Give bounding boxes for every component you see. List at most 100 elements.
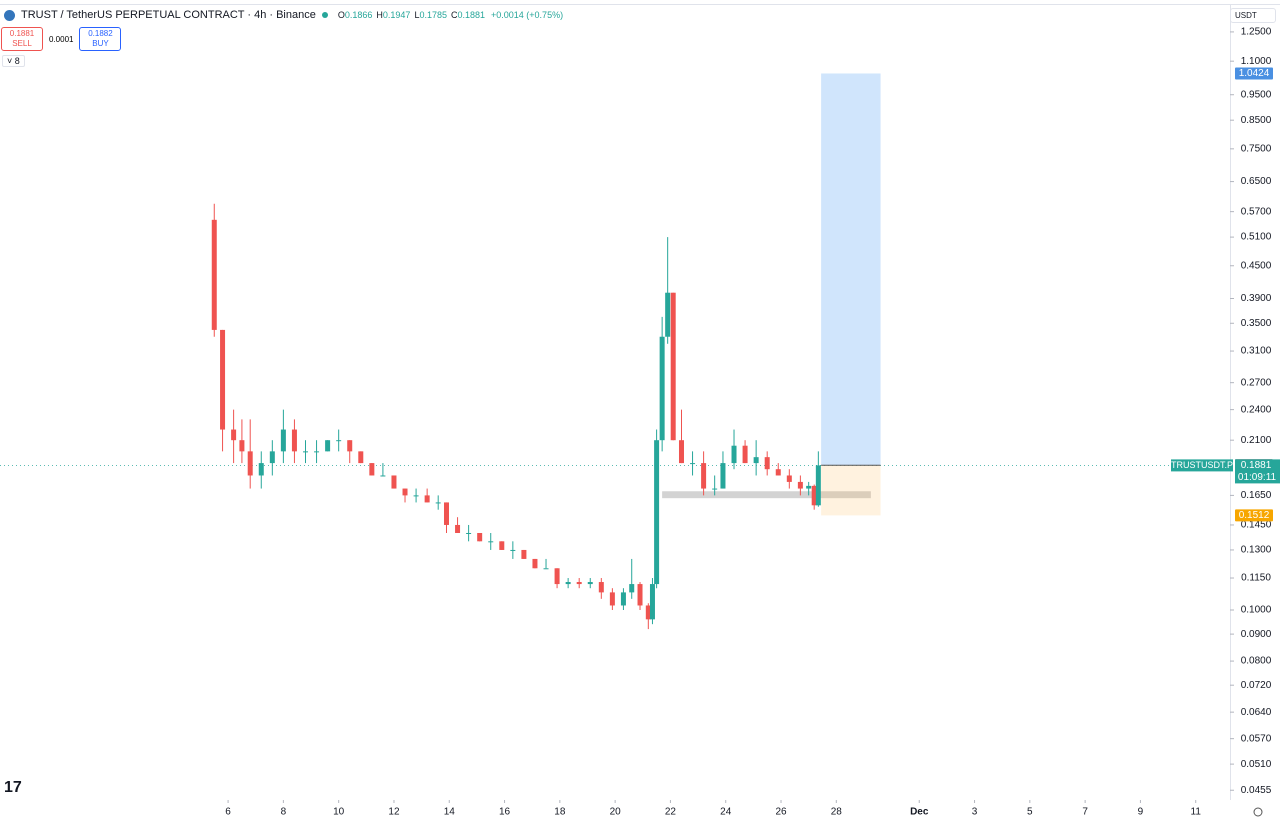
support-zone xyxy=(662,491,871,499)
market-status xyxy=(321,12,328,18)
candle-body xyxy=(336,440,342,442)
candle-body xyxy=(211,219,217,330)
y-tick-label: 0.2100 xyxy=(1241,435,1272,446)
symbol-tag-bg xyxy=(1171,459,1233,472)
y-tick-label: 0.3100 xyxy=(1241,346,1272,357)
target-zone xyxy=(821,73,881,466)
candle-body xyxy=(654,440,660,585)
ohlc-key: C xyxy=(450,10,458,20)
candle-body xyxy=(269,451,275,464)
y-tick-label: 0.1450 xyxy=(1241,520,1272,531)
candle-body xyxy=(797,481,803,489)
target-tag-bg xyxy=(1235,67,1273,80)
candle-body xyxy=(587,582,593,585)
x-tick-label: 24 xyxy=(720,807,732,818)
candle-body xyxy=(302,451,308,453)
candle-body xyxy=(620,592,626,606)
y-tick-label: 0.3500 xyxy=(1241,318,1272,329)
candle-body xyxy=(380,475,386,477)
candle-body xyxy=(443,502,449,525)
ohlc-key: L xyxy=(414,10,420,20)
ohlc-key: O xyxy=(337,10,345,20)
y-tick-label: 0.8500 xyxy=(1241,115,1272,126)
change: +0.0014 (+0.75%) xyxy=(491,10,564,20)
candle-body xyxy=(424,495,430,503)
target-tag: 1.0424 xyxy=(1239,68,1270,79)
candle-body xyxy=(358,451,364,464)
currency: USDT xyxy=(1235,11,1257,20)
y-tick-label: 0.9500 xyxy=(1241,89,1272,100)
candle-body xyxy=(629,584,635,593)
x-tick-label: 18 xyxy=(554,807,566,818)
y-tick-label: 1.2500 xyxy=(1241,27,1272,38)
y-tick-label: 0.1000 xyxy=(1241,605,1272,616)
y-tick-label: 0.1150 xyxy=(1241,573,1271,584)
y-tick-label: 0.0640 xyxy=(1241,707,1272,718)
candle-body xyxy=(690,463,696,465)
candle-body xyxy=(659,336,665,441)
candle-body xyxy=(701,463,707,489)
candle-body xyxy=(731,445,737,464)
candle-body xyxy=(488,541,494,543)
sell-button[interactable]: 0.1881 SELL xyxy=(1,27,43,51)
currency-select[interactable]: USDT xyxy=(1230,8,1276,23)
x-tick-label: 11 xyxy=(1191,807,1202,818)
candle-body xyxy=(413,495,419,497)
candle-body xyxy=(645,605,651,620)
candle-body xyxy=(435,502,441,504)
y-tick-label: 0.0800 xyxy=(1241,656,1272,667)
x-tick-label: 28 xyxy=(831,807,843,818)
x-tick-label: 9 xyxy=(1138,807,1144,818)
y-tick-label: 0.0455 xyxy=(1241,785,1272,796)
y-tick-label: 0.2700 xyxy=(1241,377,1272,388)
candle-body xyxy=(325,440,331,452)
y-tick-label: 0.4500 xyxy=(1241,260,1272,271)
candle-body xyxy=(391,475,397,489)
candle-body xyxy=(637,584,643,606)
spread: 0.0001 xyxy=(49,34,74,44)
symbol-title[interactable]: TRUST / TetherUS PERPETUAL CONTRACT · 4h… xyxy=(21,9,316,21)
last-price-bg xyxy=(1235,459,1280,484)
y-tick-label: 1.1000 xyxy=(1241,56,1272,67)
candle-body xyxy=(477,532,483,542)
ohlc-value: 0.1947 xyxy=(382,10,411,20)
countdown: 01:09:11 xyxy=(1238,472,1277,483)
candle-body xyxy=(532,558,538,569)
header: TRUST / TetherUS PERPETUAL CONTRACT · 4h… xyxy=(4,9,563,21)
candle-body xyxy=(764,457,770,470)
x-tick-label: 5 xyxy=(1027,807,1033,818)
tv-logo: 17 xyxy=(4,779,22,796)
indicators-toggle[interactable]: ˅ 8 xyxy=(2,55,25,67)
candle-body xyxy=(455,524,461,533)
candle-body xyxy=(565,582,571,585)
sell-price: 0.1881 xyxy=(9,29,35,38)
indicators-count: 8 xyxy=(14,56,20,66)
symbol-logo xyxy=(4,9,15,21)
y-tick-label: 0.0570 xyxy=(1241,733,1272,744)
candle-body xyxy=(649,584,655,620)
y-tick-label: 0.5100 xyxy=(1241,232,1272,243)
stop-tag-bg xyxy=(1235,509,1273,522)
candle-body xyxy=(369,463,375,476)
y-tick-label: 0.7500 xyxy=(1241,143,1272,154)
candle-body xyxy=(753,457,759,464)
candle-body xyxy=(775,469,781,476)
buy-button[interactable]: 0.1882 BUY xyxy=(79,27,122,51)
candle-body xyxy=(609,592,615,606)
candle-body xyxy=(712,488,718,490)
settings-icon[interactable] xyxy=(1253,807,1263,817)
candle-body xyxy=(786,475,792,482)
trade-buttons: 0.1881 SELL 0.0001 0.1882 BUY xyxy=(1,27,122,51)
buy-label: BUY xyxy=(92,39,109,48)
candle-body xyxy=(806,485,812,489)
candle-body xyxy=(521,549,527,559)
y-tick-label: 0.0720 xyxy=(1241,680,1272,691)
symbol-tag: TRUSTUSDT.P xyxy=(1171,460,1233,470)
candle-body xyxy=(811,485,817,506)
ohlc: O0.1866 H0.1947 L0.1785 C0.1881 xyxy=(334,10,485,20)
x-tick-label: 7 xyxy=(1082,807,1088,818)
candle-body xyxy=(291,429,297,452)
candle-body xyxy=(347,440,353,452)
y-tick-label: 0.0510 xyxy=(1241,759,1272,770)
